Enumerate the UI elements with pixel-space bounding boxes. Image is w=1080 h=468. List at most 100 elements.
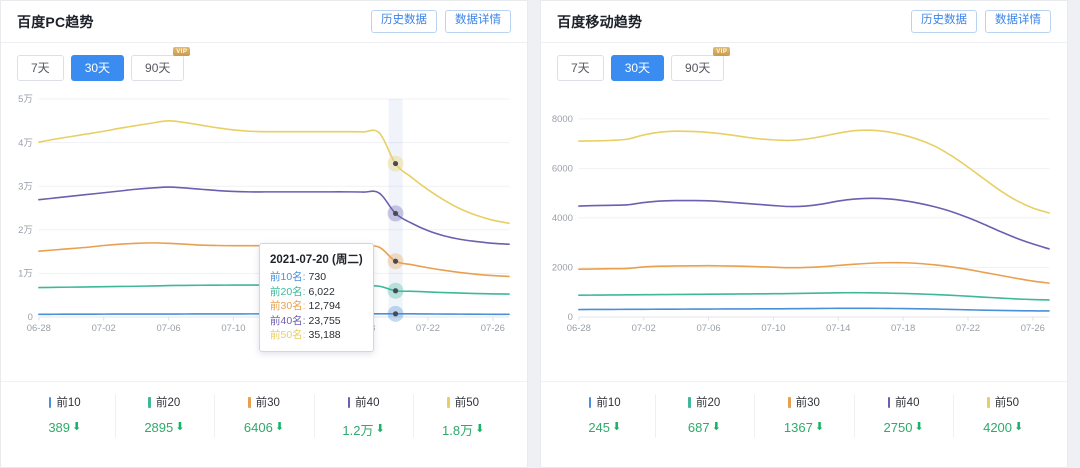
header-button-group: 历史数据 数据详情	[911, 10, 1051, 33]
legend-label-row: 前40	[347, 394, 380, 410]
legend-item-top20[interactable]: 前20 2895 ⬇	[114, 392, 215, 467]
svg-text:07-02: 07-02	[92, 323, 116, 334]
legend-value: 2895	[144, 420, 174, 435]
tooltip-row: 前50名: 35,188	[270, 328, 363, 343]
history-data-button[interactable]: 历史数据	[371, 10, 437, 33]
legend-label-row: 前10	[588, 394, 621, 410]
legend-item-top40[interactable]: 前40 1.2万 ⬇	[313, 392, 414, 467]
tooltip-row-value: 730	[308, 271, 327, 283]
legend-value: 6406	[243, 420, 273, 435]
tab-90-days-label: 90天	[685, 61, 711, 75]
legend-value-row: 389 ⬇	[48, 420, 81, 435]
legend-name: 前40	[355, 397, 380, 409]
legend-swatch-icon	[248, 396, 251, 408]
svg-text:06-28: 06-28	[567, 323, 591, 334]
legend-label-row: 前20	[688, 394, 720, 410]
legend-value-row: 1.2万 ⬇	[342, 420, 384, 439]
tooltip-row: 前20名: 6,022	[270, 285, 363, 300]
tab-90-days[interactable]: 90天 VIP	[671, 47, 731, 81]
svg-text:1万: 1万	[18, 269, 33, 280]
arrow-down-icon: ⬇	[375, 423, 385, 435]
arrow-down-icon: ⬇	[612, 421, 622, 433]
arrow-down-icon: ⬇	[814, 421, 825, 433]
tooltip-row-label: 前40名:	[270, 314, 309, 327]
legend-item-top30[interactable]: 前30 6406 ⬇	[214, 392, 314, 467]
legend-item-top50[interactable]: 前50 1.8万 ⬇	[413, 392, 513, 467]
tab-90-days[interactable]: 90天 VIP	[131, 47, 191, 81]
legend-value: 1.2万	[342, 423, 374, 438]
svg-text:07-10: 07-10	[761, 323, 785, 334]
vip-badge-icon: VIP	[173, 47, 191, 56]
svg-text:3万: 3万	[18, 181, 33, 192]
svg-text:4000: 4000	[552, 213, 573, 224]
svg-text:07-06: 07-06	[696, 323, 720, 334]
tooltip-row-label: 前10名:	[270, 271, 309, 283]
svg-text:07-02: 07-02	[632, 323, 656, 334]
legend-item-top20[interactable]: 前20 687 ⬇	[654, 392, 755, 467]
tab-7-days[interactable]: 7天	[557, 55, 604, 81]
tooltip-row-value: 6,022	[308, 285, 335, 298]
svg-text:07-26: 07-26	[481, 323, 505, 334]
legend-label-row: 前40	[887, 394, 919, 410]
arrow-down-icon: ⬇	[475, 423, 485, 435]
legend-label-row: 前20	[148, 394, 180, 410]
trend-line-chart[interactable]: 0 2000 4000 6000 8000 06-28 07-02 07-06 07-10 07-…	[545, 89, 1057, 347]
data-detail-button[interactable]: 数据详情	[985, 10, 1051, 33]
legend-swatch-icon	[447, 396, 450, 408]
legend-value: 4200	[983, 420, 1013, 435]
legend-item-top30[interactable]: 前30 1367 ⬇	[754, 392, 854, 467]
legend-value: 2750	[883, 420, 913, 435]
tooltip-row: 前10名: 730	[270, 270, 363, 285]
legend-label-row: 前30	[248, 394, 280, 410]
legend-name: 前50	[994, 397, 1020, 409]
legend-item-top50[interactable]: 前50 4200 ⬇	[953, 392, 1053, 467]
tab-7-days[interactable]: 7天	[17, 55, 64, 81]
legend-name: 前10	[56, 397, 81, 409]
svg-text:06-28: 06-28	[27, 323, 51, 334]
data-detail-button[interactable]: 数据详情	[445, 10, 511, 33]
legend-item-top40[interactable]: 前40 2750 ⬇	[853, 392, 954, 467]
svg-text:4万: 4万	[18, 138, 33, 149]
legend-label-row: 前50	[447, 394, 479, 410]
legend-label-row: 前30	[788, 394, 820, 410]
legend-value-row: 687 ⬇	[688, 420, 721, 435]
tab-90-days-label: 90天	[145, 61, 171, 75]
legend-value-row: 245 ⬇	[588, 420, 621, 435]
pc-trend-panel: 百度PC趋势 历史数据 数据详情 7天 30天 90天 VIP 0 1万 2万 3万 4…	[0, 0, 528, 468]
tab-30-days[interactable]: 30天	[70, 55, 125, 81]
range-tab-group: 7天 30天 90天 VIP	[1, 43, 527, 85]
legend-swatch-icon	[148, 396, 151, 408]
history-data-button[interactable]: 历史数据	[911, 10, 977, 33]
svg-text:07-18: 07-18	[891, 323, 915, 334]
legend-value: 1367	[783, 420, 813, 435]
tooltip-row-value: 12,794	[308, 300, 341, 312]
chart-area: 0 2000 4000 6000 8000 06-28 07-02 07-06 07-10 07-…	[541, 85, 1067, 381]
hover-tooltip: 2021-07-20 (周二) 前10名: 730 前20名: 6,022 前3…	[259, 243, 374, 352]
legend-name: 前20	[155, 397, 181, 409]
svg-text:07-14: 07-14	[826, 323, 850, 334]
arrow-down-icon: ⬇	[274, 421, 285, 433]
tooltip-date: 2021-07-20 (周二)	[270, 254, 363, 266]
tooltip-row: 前30名: 12,794	[270, 299, 363, 314]
legend-name: 前30	[255, 397, 280, 409]
tooltip-row-value: 35,188	[308, 329, 341, 341]
tooltip-row-value: 23,755	[308, 314, 341, 327]
legend-value-row: 2895 ⬇	[144, 420, 184, 435]
legend-value-row: 1367 ⬇	[784, 420, 824, 435]
legend-swatch-icon	[987, 396, 990, 408]
range-tab-group: 7天 30天 90天 VIP	[541, 43, 1067, 85]
svg-text:07-10: 07-10	[221, 323, 245, 334]
tab-30-days[interactable]: 30天	[610, 55, 665, 81]
legend-item-top10[interactable]: 前10 245 ⬇	[555, 392, 655, 467]
legend-stats-bar: 前10 389 ⬇ 前20 2895 ⬇ 前30 6406 ⬇ 前40 1.2万 ⬇ 前…	[1, 381, 527, 467]
legend-swatch-icon	[588, 396, 592, 408]
svg-text:07-22: 07-22	[416, 323, 440, 334]
svg-text:2万: 2万	[18, 225, 33, 236]
svg-text:07-22: 07-22	[956, 323, 980, 334]
tooltip-row: 前40名: 23,755	[270, 314, 363, 329]
legend-label-row: 前50	[987, 394, 1019, 410]
legend-swatch-icon	[887, 396, 891, 408]
svg-text:0: 0	[28, 312, 33, 323]
legend-item-top10[interactable]: 前10 389 ⬇	[15, 392, 115, 467]
